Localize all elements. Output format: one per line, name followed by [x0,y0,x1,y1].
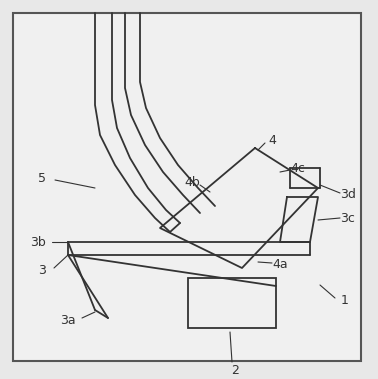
Bar [188,278,276,328]
Text: 1: 1 [341,293,349,307]
Text: 4a: 4a [272,258,288,271]
Text: 2: 2 [231,363,239,376]
Text: 3: 3 [38,263,46,277]
Text: 3a: 3a [60,313,76,326]
Text: 3c: 3c [341,211,355,224]
Text: 3d: 3d [340,188,356,202]
Text: 4c: 4c [291,161,305,174]
Text: 3b: 3b [30,235,46,249]
Text: 4b: 4b [184,177,200,190]
Text: 5: 5 [38,172,46,185]
Text: 4: 4 [268,133,276,147]
